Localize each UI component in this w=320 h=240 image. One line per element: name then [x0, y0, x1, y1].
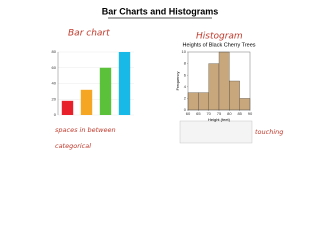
y-tick-label: 6: [184, 72, 187, 77]
y-tick-label: 4: [184, 84, 187, 89]
plot-frame: [187, 51, 251, 111]
bar: [61, 100, 74, 115]
y-tick-label: 10: [182, 49, 187, 54]
histogram-bar: [187, 92, 199, 111]
slide: Bar Charts and Histograms Bar chart Hist…: [0, 0, 320, 180]
x-tick-label: 65: [196, 111, 201, 116]
y-tick-label: 80: [52, 49, 57, 54]
x-axis-label: Height (feet): [208, 117, 231, 122]
x-tick-label: 90: [248, 111, 253, 116]
bar: [118, 52, 131, 115]
x-tick-label: 60: [186, 111, 191, 116]
histogram-bar: [229, 80, 240, 111]
x-tick-label: 75: [217, 111, 222, 116]
bar: [80, 89, 93, 115]
x-tick-label: 70: [206, 111, 211, 116]
histogram-bar: [218, 51, 230, 111]
y-tick-label: 20: [52, 96, 57, 101]
y-tick-label: 8: [184, 61, 187, 66]
note: touching: [255, 128, 283, 136]
y-axis-label: Frequency: [175, 72, 180, 91]
y-tick-label: 0: [184, 107, 187, 112]
y-tick-label: 2: [184, 95, 187, 100]
note: categorical: [55, 142, 91, 150]
note: Histogram: [196, 32, 243, 42]
info-box: [179, 120, 253, 144]
bar: [99, 67, 112, 115]
slide-title: Bar Charts and Histograms: [102, 6, 219, 16]
histogram-bar: [198, 92, 209, 111]
y-tick-label: 40: [52, 81, 57, 86]
y-tick-label: 60: [52, 65, 57, 70]
y-tick-label: 0: [54, 112, 57, 117]
x-tick-label: 80: [227, 111, 232, 116]
histogram-bar: [239, 98, 251, 111]
x-tick-label: 85: [237, 111, 242, 116]
histogram-bar: [208, 63, 220, 111]
note: spaces in between: [55, 126, 116, 134]
background: [0, 0, 320, 180]
chart-title: Heights of Black Cherry Trees: [182, 42, 255, 48]
note: Bar chart: [68, 29, 110, 39]
